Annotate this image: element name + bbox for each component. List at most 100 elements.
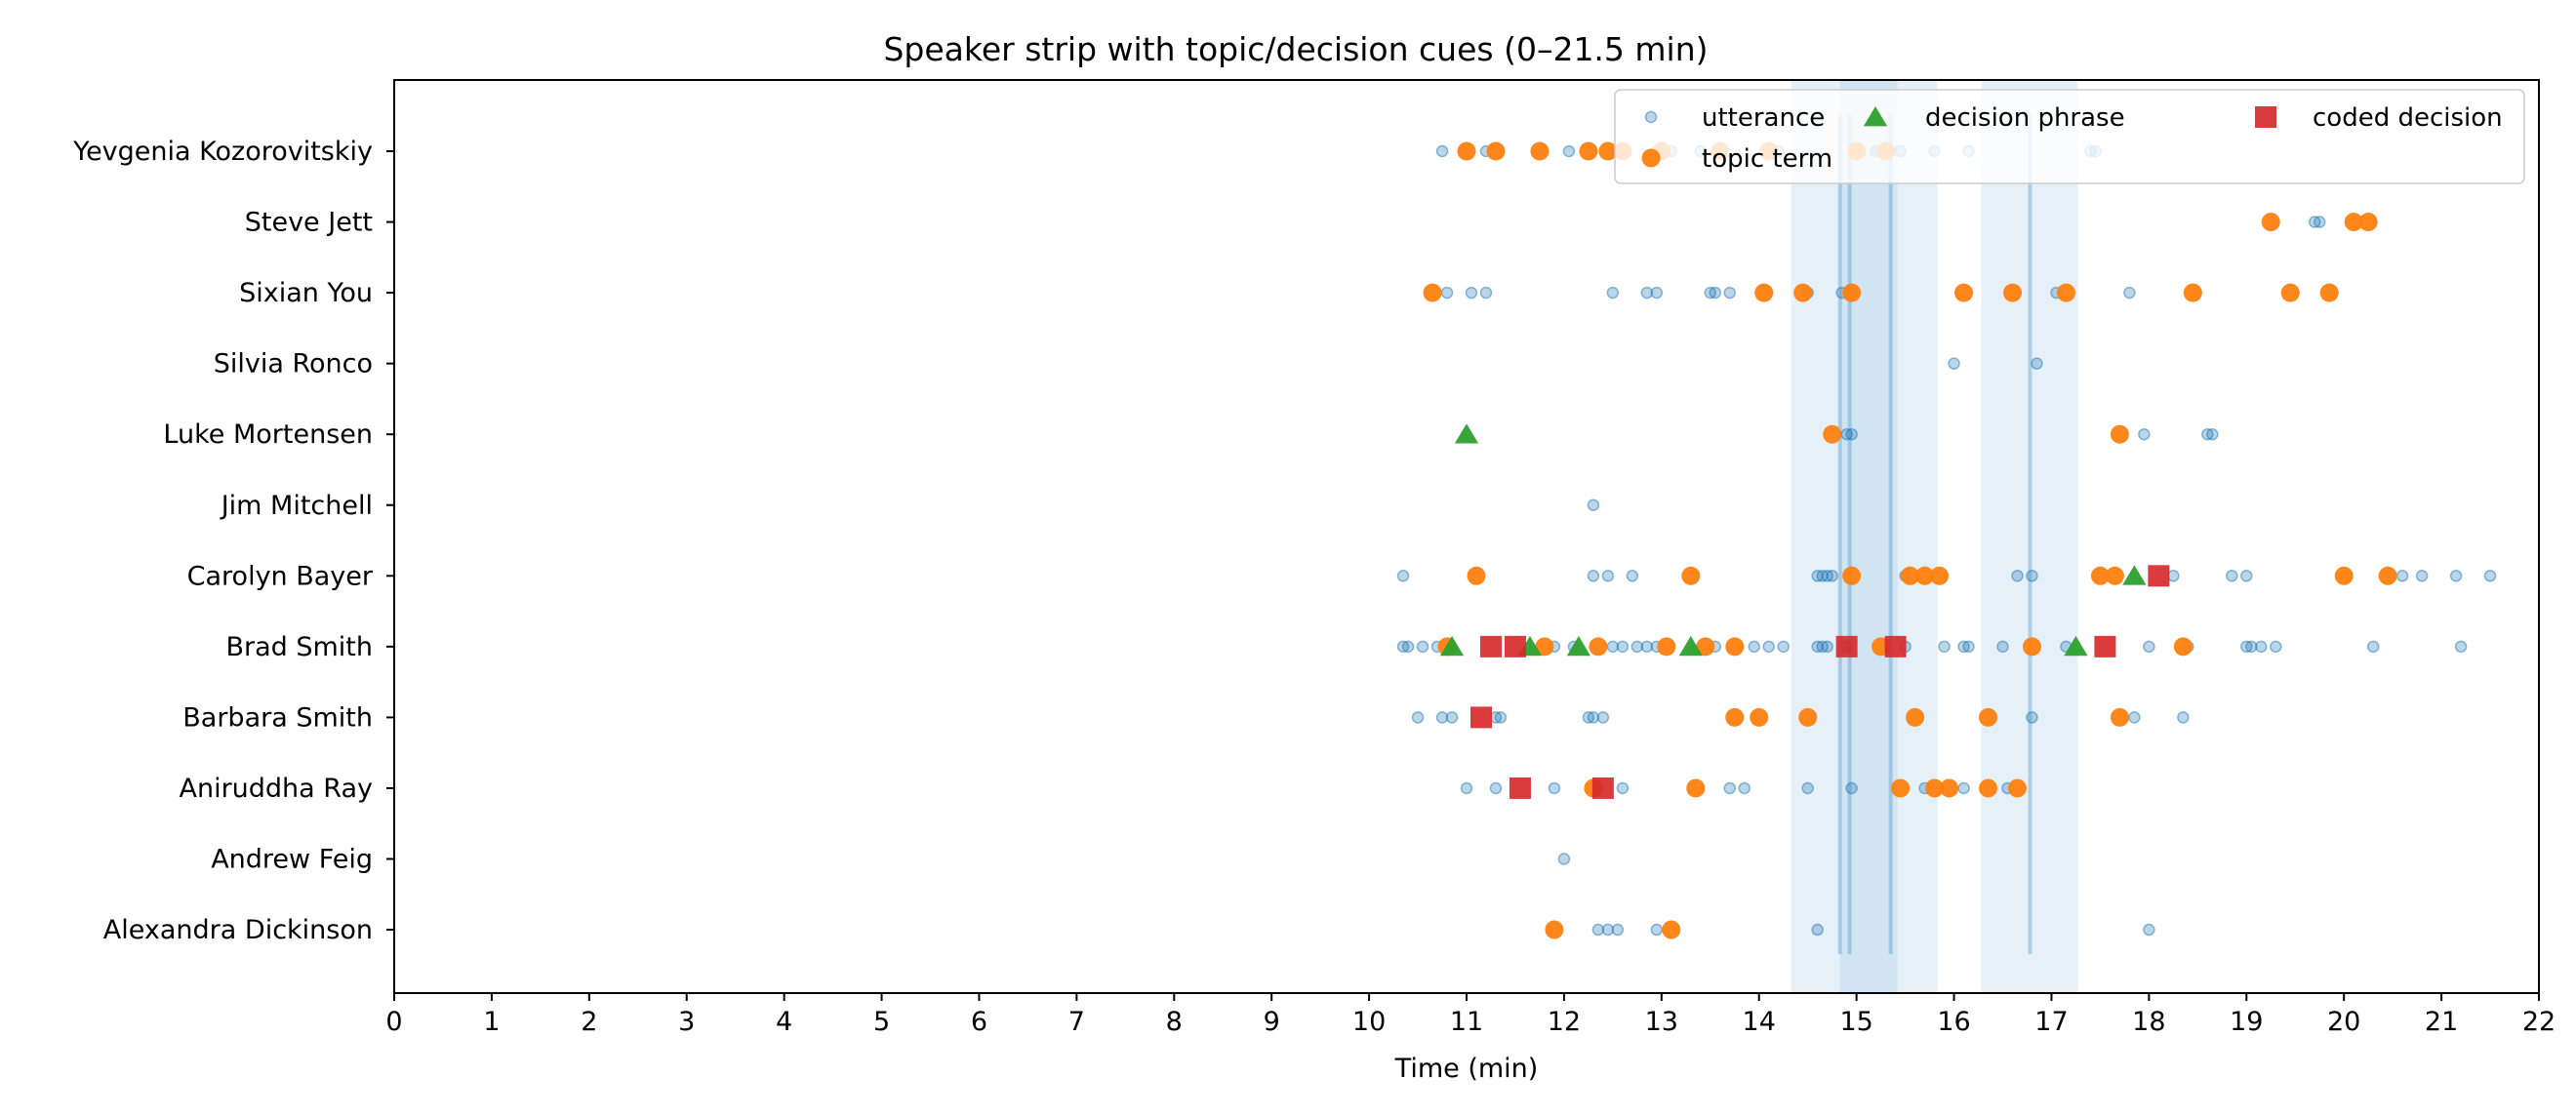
topic-term-point	[1793, 283, 1813, 302]
topic-term-point	[1457, 141, 1476, 161]
series-coded-decision	[1469, 565, 2170, 799]
topic-term-point	[2344, 213, 2363, 232]
x-tick-label: 18	[2132, 1007, 2165, 1037]
topic-term-point	[1423, 283, 1442, 302]
topic-term-point	[1754, 283, 1774, 302]
x-axis: 0 1 2 3 4 5 6 7 8 9 10 11 12 13 14 15 16 17 18 19 20 21 22	[385, 993, 2556, 1037]
utterance-point	[1411, 711, 1425, 724]
topic-term-point	[1979, 778, 1998, 798]
y-tick-label: Sixian You	[239, 278, 373, 308]
x-tick-label: 0	[385, 1007, 402, 1037]
utterance-point	[1489, 781, 1503, 795]
chart-title: Speaker strip with topic/decision cues (…	[883, 30, 1708, 68]
utterance-point	[2226, 570, 2238, 582]
legend-label: coded decision	[2313, 103, 2503, 133]
topic-term-point	[1725, 707, 1745, 727]
utterance-point	[1821, 640, 1833, 654]
utterance-point	[1601, 570, 1615, 582]
utterance-point	[1630, 640, 1644, 654]
topic-term-point	[1535, 637, 1554, 657]
x-tick-label: 6	[971, 1007, 987, 1037]
x-tick-label: 17	[2034, 1007, 2068, 1037]
topic-term-point	[1598, 141, 1618, 161]
utterance-point	[1435, 711, 1449, 724]
topic-term-point	[1657, 637, 1676, 657]
utterance-point	[2449, 570, 2463, 582]
topic-term-point	[1906, 707, 1925, 727]
coded-decision-marker	[1509, 777, 1531, 799]
decision-phrase-marker-swatch	[1863, 106, 1888, 127]
topic-term-point	[1930, 566, 1950, 585]
topic-term-point	[1891, 778, 1911, 798]
topic-term-point	[1589, 637, 1608, 657]
utterance-point	[1957, 781, 1970, 795]
utterance-point	[2011, 570, 2024, 582]
legend-label: topic term	[1702, 144, 1832, 174]
utterance-point	[1601, 923, 1615, 937]
utterance-point	[1616, 640, 1630, 654]
y-tick-label: Luke Mortensen	[163, 419, 373, 450]
utterance-point	[2255, 640, 2268, 654]
x-tick-label: 16	[1937, 1007, 1970, 1037]
series-utterance	[1396, 144, 2497, 937]
y-tick-label: Brad Smith	[225, 632, 373, 662]
topic-term-point	[1842, 566, 1862, 585]
y-tick-label: Steve Jett	[245, 208, 373, 238]
topic-term-point	[1530, 141, 1550, 161]
coded-decision-marker	[1591, 777, 1614, 799]
utterance-point	[1948, 357, 1960, 370]
x-tick-label: 8	[1166, 1007, 1183, 1037]
topic-term-point	[1545, 920, 1564, 939]
y-tick-label: Aniruddha Ray	[179, 774, 373, 804]
y-tick-label: Alexandra Dickinson	[103, 915, 373, 945]
coded-decision-marker	[1884, 635, 1907, 658]
highlight-lines	[1837, 114, 2033, 954]
topic-term-point	[2110, 424, 2129, 444]
topic-term-point	[2110, 707, 2129, 727]
topic-term-point	[1681, 566, 1701, 585]
topic-term-point	[2173, 637, 2193, 657]
topic-term-point	[1842, 283, 1862, 302]
utterance-point	[1938, 640, 1951, 654]
utterance-point	[1596, 711, 1610, 724]
utterance-point	[1811, 923, 1824, 937]
utterance-point	[2415, 570, 2429, 582]
highlight-band	[1791, 80, 1938, 993]
y-axis: Yevgenia Kozorovitskiy Steve Jett Sixian Y…	[72, 137, 394, 945]
utterance-point	[1616, 781, 1630, 795]
utterance-point	[1962, 640, 1975, 654]
utterance-point	[1587, 570, 1600, 582]
x-tick-label: 1	[483, 1007, 500, 1037]
utterance-point	[1709, 286, 1722, 299]
y-tick-label: Andrew Feig	[211, 845, 373, 875]
utterance-point	[1777, 640, 1790, 654]
utterance-point	[2366, 640, 2380, 654]
y-tick-label: Yevgenia Kozorovitskiy	[72, 137, 373, 167]
utterance-point	[1738, 781, 1751, 795]
coded-decision-marker	[1479, 635, 1502, 658]
utterance-point	[2143, 640, 2155, 654]
decision-phrase-marker	[2064, 635, 2088, 657]
decision-phrase-marker	[1439, 635, 1465, 657]
highlight-band	[1981, 80, 2078, 993]
utterance-point	[2128, 711, 2141, 724]
x-tick-label: 4	[776, 1007, 792, 1037]
utterance-point	[1494, 711, 1508, 724]
topic-term-point	[1686, 778, 1706, 798]
utterance-point	[2031, 357, 2043, 370]
y-tick-label: Silvia Ronco	[214, 349, 373, 379]
decision-phrase-marker	[1678, 635, 1703, 657]
utterance-point	[2269, 640, 2282, 654]
utterance-point	[2138, 427, 2151, 441]
x-axis-label: Time (min)	[1394, 1054, 1539, 1084]
legend-item: topic term	[1641, 144, 1832, 174]
utterance-point	[1587, 711, 1600, 724]
topic-term-point	[2056, 283, 2075, 302]
topic-term-point	[2105, 566, 2124, 585]
utterance-point	[2245, 640, 2258, 654]
utterance-point	[2167, 570, 2180, 582]
topic-term-point-swatch	[1641, 148, 1661, 168]
x-tick-label: 15	[1839, 1007, 1872, 1037]
y-tick-label: Carolyn Bayer	[187, 561, 374, 591]
